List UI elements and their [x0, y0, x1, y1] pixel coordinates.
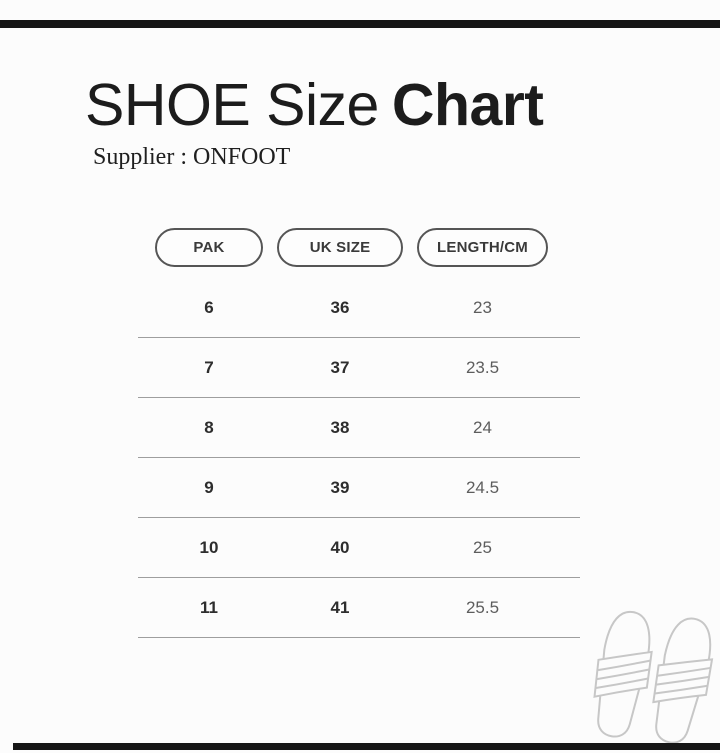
pak-value: 8: [204, 417, 214, 437]
table-row: 9 39 24.5: [138, 458, 580, 518]
page-title-bold: Chart: [391, 72, 544, 138]
table-body: 6 36 23 7 37 23.5 8 38 24 9 39 24.5 10 4: [138, 278, 580, 638]
page-title-regular: SHOE Size: [85, 72, 379, 138]
uk-size-value: 36: [330, 297, 350, 317]
length-cm-value: 24.5: [465, 477, 500, 497]
length-cm-value: 23.5: [465, 357, 500, 377]
pak-value: 6: [204, 297, 214, 317]
table-header-row: PAK UK SIZE LENGTH/CM: [138, 228, 580, 268]
uk-size-value: 40: [330, 537, 350, 557]
table-row: 10 40 25: [138, 518, 580, 578]
size-chart-table: PAK UK SIZE LENGTH/CM 6 36 23 7 37 23.5 …: [138, 228, 580, 638]
slippers-icon: [584, 606, 720, 749]
uk-size-value: 41: [330, 597, 350, 617]
table-row: 11 41 25.5: [138, 578, 580, 638]
page-title: SHOE Size Chart: [85, 72, 544, 138]
table-row: 8 38 24: [138, 398, 580, 458]
uk-size-value: 38: [330, 417, 350, 437]
bottom-divider-bar: [13, 743, 720, 750]
supplier-label: Supplier : ONFOOT: [93, 144, 291, 170]
pak-value: 9: [204, 477, 214, 497]
table-row: 7 37 23.5: [138, 338, 580, 398]
column-pill-length-cm: LENGTH/CM: [417, 228, 548, 267]
column-pill-uk-size: UK SIZE: [277, 228, 403, 267]
column-pill-pak: PAK: [155, 228, 263, 267]
length-cm-value: 25: [473, 537, 492, 557]
pak-value: 11: [200, 597, 218, 617]
length-cm-value: 25.5: [465, 597, 500, 617]
length-cm-value: 23: [473, 297, 492, 317]
pak-value: 7: [204, 357, 214, 377]
top-divider-bar: [0, 20, 720, 28]
table-row: 6 36 23: [138, 278, 580, 338]
uk-size-value: 39: [330, 477, 350, 497]
pak-value: 10: [199, 537, 219, 557]
uk-size-value: 37: [330, 357, 350, 377]
length-cm-value: 24: [473, 417, 492, 437]
